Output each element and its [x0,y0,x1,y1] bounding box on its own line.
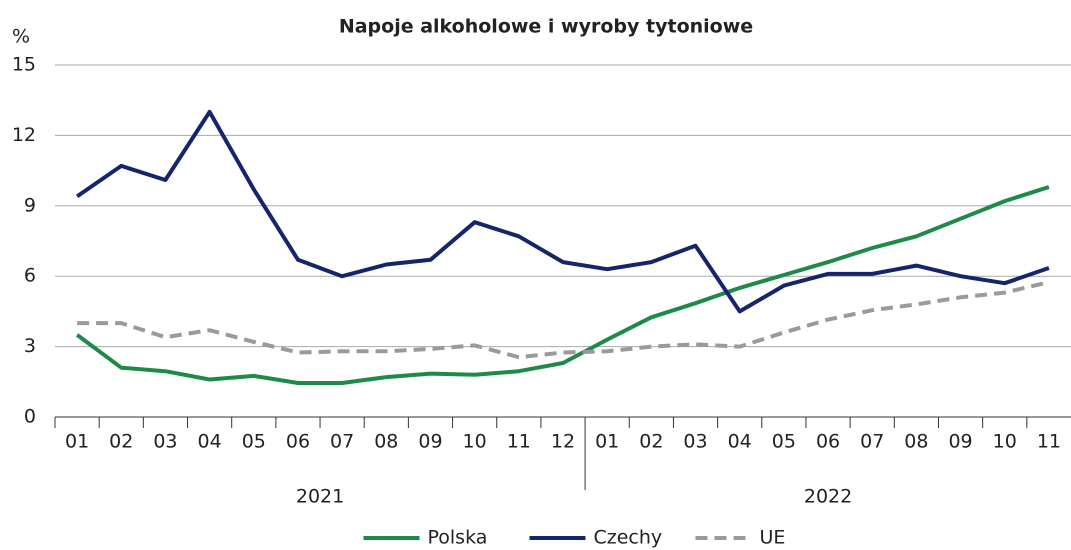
x-tick-label: 11 [1037,431,1061,453]
x-tick-label: 09 [418,431,442,453]
legend-label: UE [760,527,786,549]
x-group-label: 2021 [296,486,344,508]
y-tick-label: 9 [24,194,36,216]
x-tick-label: 02 [639,431,663,453]
x-tick-label: 06 [816,431,840,453]
series-line [75,109,1050,314]
x-group-label: 2022 [804,486,852,508]
x-tick-label: 10 [993,431,1017,453]
legend-label: Polska [428,527,488,549]
x-tick-label: 07 [330,431,354,453]
x-tick-label: 03 [153,431,177,453]
x-tick-label: 04 [728,431,752,453]
x-tick-label: 08 [374,431,398,453]
y-axis-label: % [12,26,30,48]
x-tick-label: 06 [286,431,310,453]
chart-title: Napoje alkoholowe i wyroby tytoniowe [339,16,753,38]
x-tick-label: 09 [948,431,972,453]
x-tick-label: 01 [65,431,89,453]
legend-label: Czechy [594,527,663,549]
x-tick-label: 03 [683,431,707,453]
x-tick-label: 10 [463,431,487,453]
y-tick-label: 15 [12,54,36,76]
x-tick-label: 07 [860,431,884,453]
y-tick-label: 6 [24,265,36,287]
x-tick-label: 02 [109,431,133,453]
x-tick-label: 11 [507,431,531,453]
y-tick-label: 0 [24,406,36,428]
y-tick-label: 12 [12,124,36,146]
x-tick-label: 04 [198,431,222,453]
x-tick-label: 01 [595,431,619,453]
series-line [77,280,1050,360]
x-tick-label: 05 [772,431,796,453]
y-tick-label: 3 [24,335,36,357]
series-line [75,185,1050,385]
x-tick-label: 08 [904,431,928,453]
x-tick-label: 05 [242,431,266,453]
x-tick-label: 12 [551,431,575,453]
